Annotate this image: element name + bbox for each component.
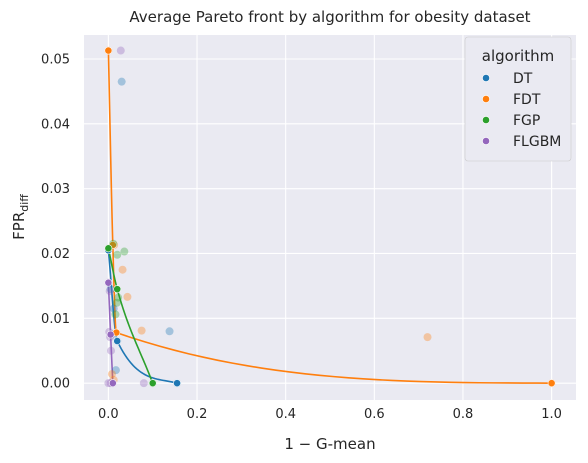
y-axis-label-main: FPR — [10, 212, 28, 240]
front-point-dt — [114, 337, 121, 344]
scatter-point-fgp — [113, 299, 121, 307]
scatter-point-dt — [118, 78, 126, 86]
scatter-point-flgbm — [107, 347, 115, 355]
front-point-flgbm — [105, 279, 112, 286]
front-point-fgp — [114, 286, 121, 293]
y-axis-label-subscript: diff — [18, 194, 31, 212]
y-axis-label: FPRdiff — [10, 194, 31, 240]
scatter-point-fdt — [123, 293, 131, 301]
x-tick-label: 0.8 — [453, 407, 474, 422]
x-tick-label: 0.2 — [187, 407, 208, 422]
front-point-fdt — [548, 380, 555, 387]
legend-label-fdt: FDT — [513, 92, 541, 108]
scatter-point-fgp — [113, 251, 121, 259]
legend-marker-dt — [482, 74, 489, 81]
front-point-fgp — [105, 245, 112, 252]
y-tick-label: 0.03 — [41, 182, 70, 197]
scatter-point-flgbm — [117, 47, 125, 55]
x-axis-label: 1 − G-mean — [284, 435, 375, 453]
scatter-point-fgp — [120, 248, 128, 256]
legend-marker-fdt — [482, 95, 489, 102]
legend-marker-flgbm — [482, 137, 489, 144]
front-point-fgp — [149, 380, 156, 387]
y-tick-label: 0.02 — [41, 247, 70, 262]
chart-title: Average Pareto front by algorithm for ob… — [129, 8, 530, 26]
x-tick-label: 0.4 — [275, 407, 296, 422]
scatter-point-fgp — [111, 310, 119, 318]
legend-title: algorithm — [482, 47, 554, 65]
front-point-dt — [173, 380, 180, 387]
y-tick-label: 0.05 — [41, 52, 70, 67]
legend-label-dt: DT — [513, 71, 533, 87]
legend-marker-fgp — [482, 116, 489, 123]
scatter-point-fdt — [138, 327, 146, 335]
scatter-point-fdt — [424, 333, 432, 341]
front-point-flgbm — [109, 380, 116, 387]
scatter-point-fdt — [119, 266, 127, 274]
y-tick-label: 0.01 — [41, 312, 70, 327]
x-tick-label: 1.0 — [541, 407, 562, 422]
front-point-fdt — [105, 47, 112, 54]
y-axis-label-group: FPRdiff — [10, 194, 31, 240]
y-axis-ticks: 0.00 0.01 0.02 0.03 0.04 0.05 — [41, 52, 70, 391]
x-tick-label: 0.6 — [364, 407, 385, 422]
y-tick-label: 0.00 — [41, 377, 70, 392]
scatter-point-dt — [166, 327, 174, 335]
legend: algorithm DT FDT FGP FLGBM — [465, 37, 571, 161]
front-point-flgbm — [107, 331, 114, 338]
legend-label-fgp: FGP — [513, 113, 540, 129]
x-tick-label: 0.0 — [98, 407, 119, 422]
scatter-point-flgbm — [140, 379, 148, 387]
y-tick-label: 0.04 — [41, 117, 70, 132]
x-axis-ticks: 0.0 0.2 0.4 0.6 0.8 1.0 — [98, 407, 562, 422]
scatter-point-flgbm — [106, 287, 114, 295]
legend-label-flgbm: FLGBM — [513, 134, 561, 150]
